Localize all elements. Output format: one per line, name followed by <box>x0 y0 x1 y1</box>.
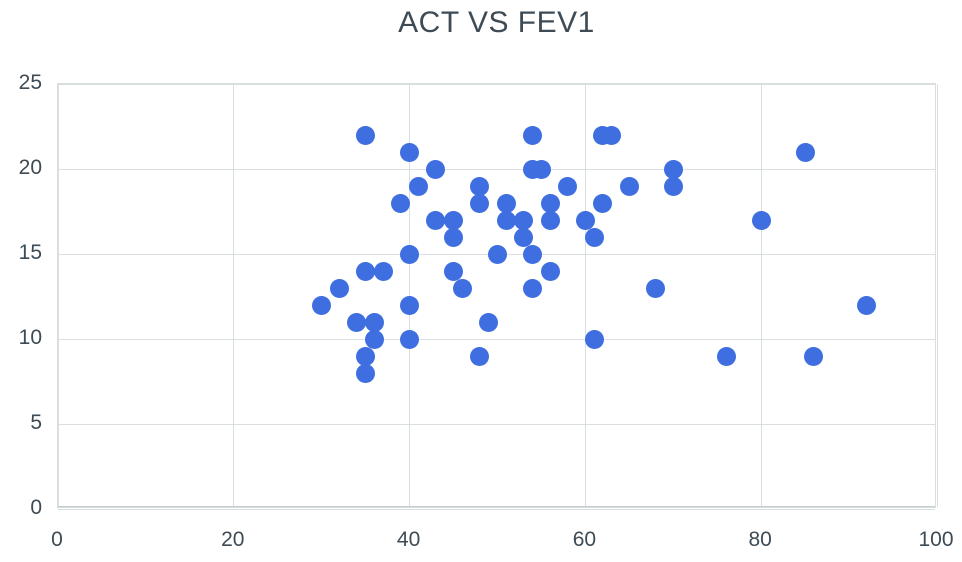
data-point <box>408 176 428 196</box>
plot-area <box>57 83 938 510</box>
data-point <box>347 312 367 332</box>
data-point <box>523 244 543 264</box>
vertical-gridline <box>584 84 586 507</box>
data-point <box>523 125 543 145</box>
data-point <box>602 125 622 145</box>
x-tick-label: 20 <box>221 528 245 551</box>
data-point <box>452 278 472 298</box>
x-tick-label: 80 <box>748 528 772 551</box>
data-point <box>523 278 543 298</box>
y-tick-label: 15 <box>18 241 42 264</box>
y-tick-label: 20 <box>18 156 42 179</box>
y-tick-label: 0 <box>30 496 42 519</box>
x-tick-label: 0 <box>51 528 63 551</box>
y-tick-label: 10 <box>18 326 42 349</box>
data-point <box>373 261 393 281</box>
data-point <box>312 295 332 315</box>
data-point <box>364 329 384 349</box>
data-point <box>663 176 683 196</box>
data-point <box>400 295 420 315</box>
data-point <box>663 159 683 179</box>
data-point <box>444 227 464 247</box>
y-tick-label: 25 <box>18 71 42 94</box>
data-point <box>514 210 534 230</box>
vertical-gridline <box>233 84 235 507</box>
vertical-gridline <box>760 84 762 507</box>
y-tick-label: 5 <box>30 411 42 434</box>
x-tick-label: 100 <box>918 528 954 551</box>
data-point <box>496 210 516 230</box>
data-point <box>804 346 824 366</box>
data-point <box>356 363 376 383</box>
data-point <box>444 210 464 230</box>
data-point <box>356 125 376 145</box>
horizontal-gridline <box>58 168 935 170</box>
data-point <box>857 295 877 315</box>
data-point <box>540 193 560 213</box>
data-point <box>470 176 490 196</box>
horizontal-gridline <box>58 83 935 85</box>
data-point <box>479 312 499 332</box>
data-point <box>593 193 613 213</box>
data-point <box>619 176 639 196</box>
data-point <box>531 159 551 179</box>
x-tick-label: 60 <box>572 528 597 551</box>
data-point <box>496 193 516 213</box>
data-point <box>329 278 349 298</box>
data-point <box>470 193 490 213</box>
x-tick-label: 40 <box>396 528 421 551</box>
vertical-gridline <box>936 84 938 507</box>
data-point <box>558 176 578 196</box>
data-point <box>514 227 534 247</box>
x-axis-line <box>58 506 935 507</box>
chart-title: ACT VS FEV1 <box>398 6 595 39</box>
horizontal-gridline <box>58 423 935 425</box>
data-point <box>426 159 446 179</box>
data-point <box>540 210 560 230</box>
data-point <box>795 142 815 162</box>
data-point <box>444 261 464 281</box>
data-point <box>540 261 560 281</box>
data-point <box>470 346 490 366</box>
data-point <box>426 210 446 230</box>
data-point <box>400 142 420 162</box>
data-point <box>646 278 666 298</box>
data-point <box>584 227 604 247</box>
data-point <box>356 261 376 281</box>
data-point <box>364 312 384 332</box>
data-point <box>716 346 736 366</box>
data-point <box>356 346 376 366</box>
horizontal-gridline <box>58 508 935 510</box>
horizontal-gridline <box>58 338 935 340</box>
data-point <box>751 210 771 230</box>
data-point <box>400 329 420 349</box>
data-point <box>400 244 420 264</box>
data-point <box>488 244 507 264</box>
data-point <box>575 210 595 230</box>
data-point <box>584 329 604 349</box>
data-point <box>391 193 411 213</box>
vertical-gridline <box>57 84 59 507</box>
